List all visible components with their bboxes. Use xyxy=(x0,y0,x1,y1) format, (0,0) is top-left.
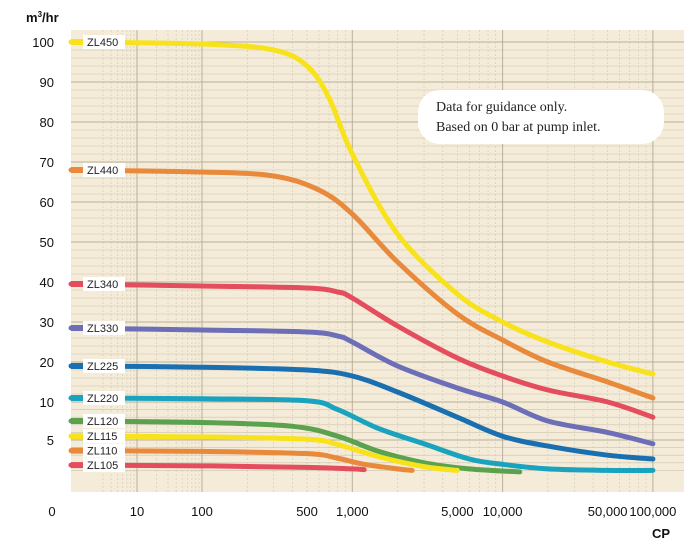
x-tick-label: 500 xyxy=(296,504,318,519)
y-tick-label: 10 xyxy=(40,395,54,410)
series-line-zl450 xyxy=(68,39,656,377)
series-label-zl105: ZL105 xyxy=(87,460,118,472)
y-tick-label: 60 xyxy=(40,195,54,210)
series-swatches xyxy=(71,39,83,469)
series-label-box-zl120 xyxy=(83,414,125,428)
series-swatch-zl115 xyxy=(71,433,83,440)
x-tick-label: 100 xyxy=(191,504,213,519)
series-swatch-zl220 xyxy=(71,395,83,401)
series-label-box-zl340 xyxy=(83,277,125,291)
y-tick-label: 50 xyxy=(40,235,54,250)
series-labels: ZL450 ZL440 ZL340 ZL330 ZL225 ZL220 ZL120 ZL115… xyxy=(83,35,125,473)
series-swatch-zl340 xyxy=(71,281,83,287)
y-tick-label: 100 xyxy=(32,35,54,50)
series-label-zl120: ZL120 xyxy=(87,416,118,428)
y-tick-label: 5 xyxy=(47,433,54,448)
series-line-zl110 xyxy=(68,448,415,473)
series-label-zl115: ZL115 xyxy=(87,431,117,443)
series-line-zl440 xyxy=(68,167,656,401)
x-tick-label: 100,000 xyxy=(629,504,676,519)
x-tick-labels: 10 100 500 1,000 5,000 10,000 50,000 100,000 xyxy=(130,504,677,519)
guidance-note-line-2: Based on 0 bar at pump inlet. xyxy=(436,120,600,135)
series-label-zl220: ZL220 xyxy=(87,393,118,405)
y-axis-unit: m3/hr xyxy=(26,10,59,25)
series-label-box-zl225 xyxy=(83,359,125,373)
series-label-zl330: ZL330 xyxy=(87,323,118,335)
series-line-zl330 xyxy=(68,325,656,447)
series-swatch-zl120 xyxy=(71,418,83,424)
series-line-zl340 xyxy=(68,281,656,420)
series-label-zl110: ZL110 xyxy=(87,446,117,458)
y-tick-label: 70 xyxy=(40,155,54,170)
series-line-zl220 xyxy=(68,395,656,474)
series-swatch-zl440 xyxy=(71,167,83,173)
x-origin-label: 0 xyxy=(48,504,55,519)
series-label-box-zl105 xyxy=(83,458,125,473)
y-tick-labels: 100 90 80 70 60 50 40 30 20 10 5 xyxy=(32,35,54,448)
y-tick-label: 20 xyxy=(40,355,54,370)
series-label-zl440: ZL440 xyxy=(87,165,118,177)
series-label-box-zl115 xyxy=(83,429,125,444)
series-line-zl225 xyxy=(68,363,656,462)
y-tick-label: 90 xyxy=(40,75,54,90)
series-label-zl340: ZL340 xyxy=(87,279,118,291)
guidance-note-box xyxy=(418,90,664,144)
y-tick-label: 30 xyxy=(40,315,54,330)
x-tick-label: 50,000 xyxy=(588,504,628,519)
series-lines xyxy=(68,39,656,475)
series-line-zl115 xyxy=(68,433,460,473)
x-tick-label: 10,000 xyxy=(483,504,523,519)
x-tick-label: 1,000 xyxy=(336,504,369,519)
series-swatch-zl105 xyxy=(71,462,83,469)
series-line-zl105 xyxy=(68,462,367,473)
series-swatch-zl330 xyxy=(71,325,83,331)
x-tick-label: 5,000 xyxy=(441,504,474,519)
series-label-zl225: ZL225 xyxy=(87,361,118,373)
y-tick-label: 40 xyxy=(40,275,54,290)
guidance-note-line-1: Data for guidance only. xyxy=(436,100,567,115)
x-axis-label: CP xyxy=(652,526,670,541)
series-label-zl450: ZL450 xyxy=(87,37,118,49)
series-line-zl120 xyxy=(68,418,523,475)
series-label-box-zl450 xyxy=(83,35,125,49)
x-tick-label: 10 xyxy=(130,504,144,519)
series-swatch-zl225 xyxy=(71,363,83,369)
guidance-note: Data for guidance only. Based on 0 bar a… xyxy=(418,90,664,144)
series-label-box-zl220 xyxy=(83,391,125,405)
series-label-box-zl440 xyxy=(83,163,125,177)
series-swatch-zl450 xyxy=(71,39,83,45)
y-tick-label: 80 xyxy=(40,115,54,130)
series-label-box-zl330 xyxy=(83,321,125,335)
series-swatch-zl110 xyxy=(71,447,83,454)
series-label-box-zl110 xyxy=(83,443,125,458)
